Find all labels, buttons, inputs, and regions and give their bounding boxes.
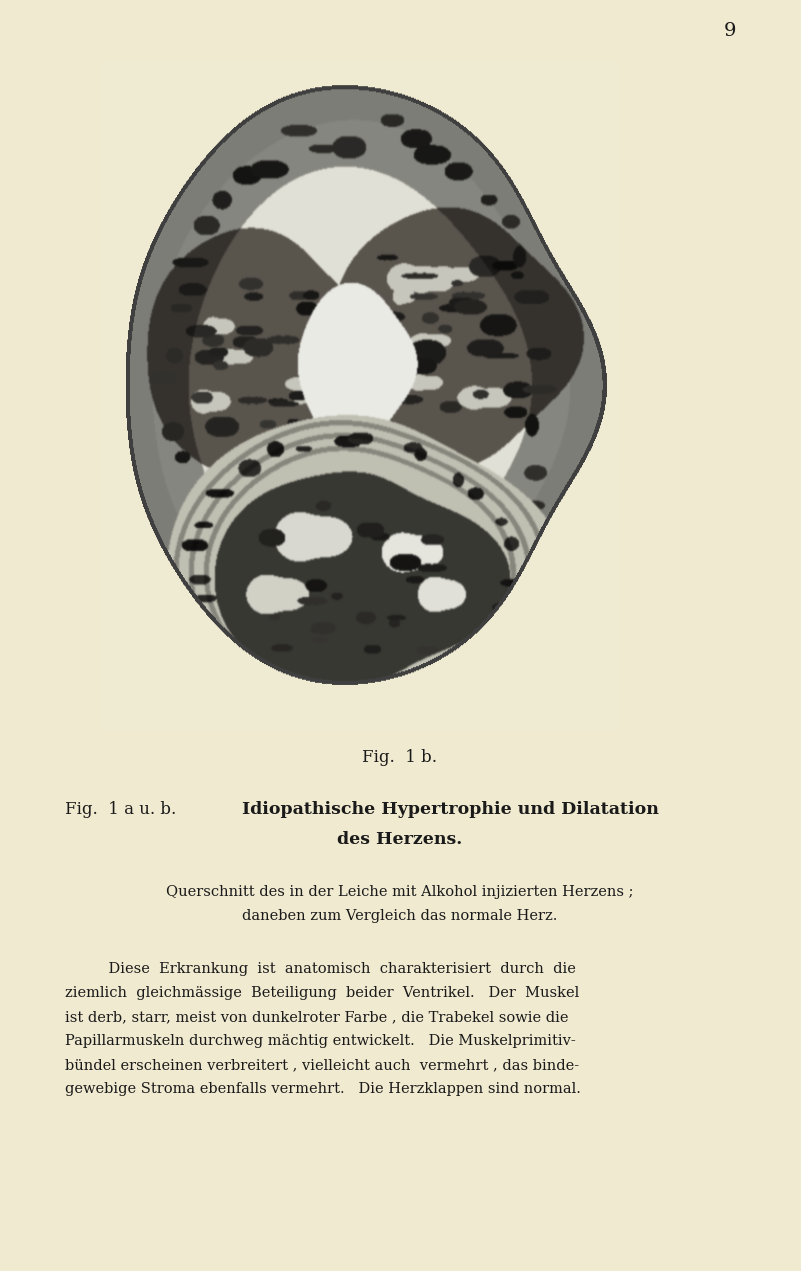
Text: gewebige Stroma ebenfalls vermehrt.   Die Herzklappen sind normal.: gewebige Stroma ebenfalls vermehrt. Die … [65, 1082, 581, 1096]
Text: Fig.  1 a u. b.: Fig. 1 a u. b. [65, 802, 176, 819]
Text: Idiopathische Hypertrophie und Dilatation: Idiopathische Hypertrophie und Dilatatio… [242, 802, 659, 819]
Text: Diese  Erkrankung  ist  anatomisch  charakterisiert  durch  die: Diese Erkrankung ist anatomisch charakte… [90, 962, 576, 976]
Text: daneben zum Vergleich das normale Herz.: daneben zum Vergleich das normale Herz. [243, 909, 557, 923]
Text: Querschnitt des in der Leiche mit Alkohol injizierten Herzens ;: Querschnitt des in der Leiche mit Alkoho… [167, 885, 634, 899]
Text: des Herzens.: des Herzens. [337, 831, 463, 849]
Text: ziemlich  gleichmässige  Beteiligung  beider  Ventrikel.   Der  Muskel: ziemlich gleichmässige Beteiligung beide… [65, 986, 579, 1000]
Text: Fig.  1 b.: Fig. 1 b. [363, 750, 437, 766]
Text: Papillarmuskeln durchweg mächtig entwickelt.   Die Muskelprimitiv-: Papillarmuskeln durchweg mächtig entwick… [65, 1035, 576, 1049]
Text: bündel erscheinen verbreitert , vielleicht auch  vermehrt , das binde-: bündel erscheinen verbreitert , vielleic… [65, 1057, 579, 1071]
Text: 9: 9 [724, 22, 736, 39]
Text: ist derb, starr, meist von dunkelroter Farbe , die Trabekel sowie die: ist derb, starr, meist von dunkelroter F… [65, 1010, 569, 1024]
